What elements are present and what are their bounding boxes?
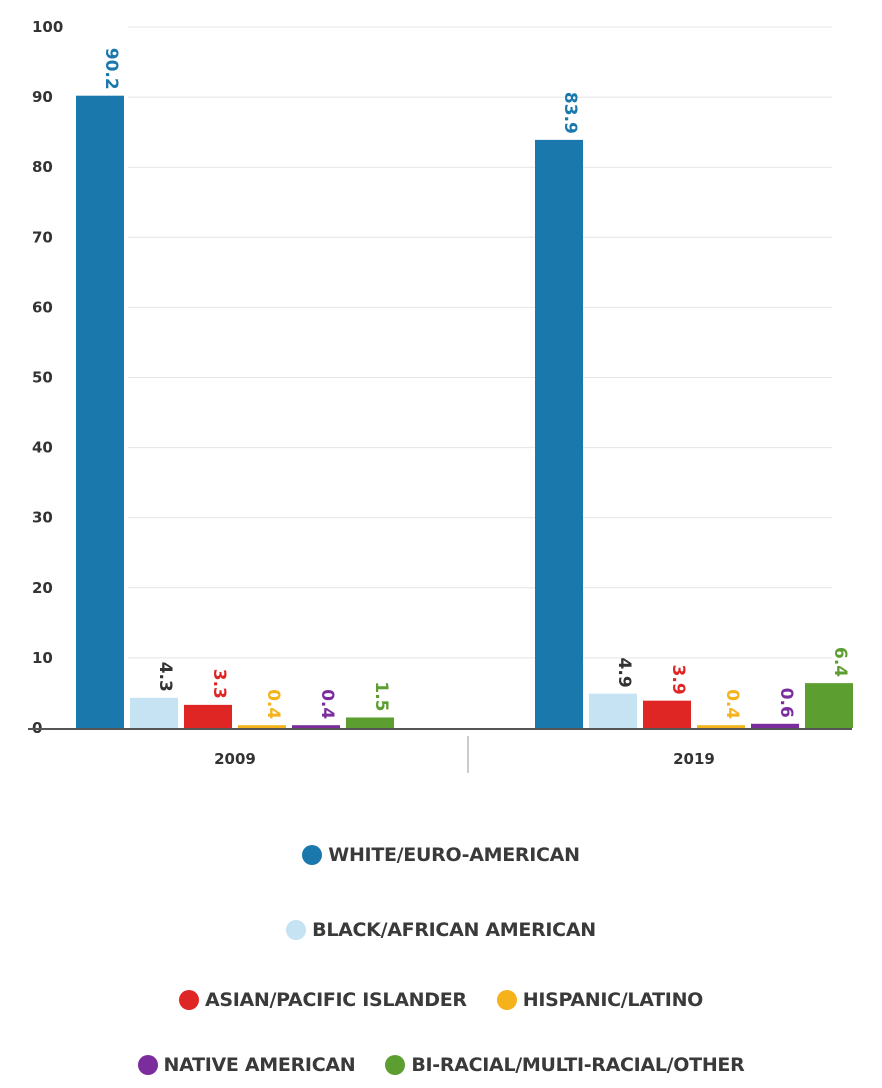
legend-row-4: NATIVE AMERICAN BI-RACIAL/MULTI-RACIAL/O… xyxy=(0,1054,882,1076)
bar-2009-2 xyxy=(130,697,178,728)
data-label-2019-3: 3.9 xyxy=(668,665,688,695)
y-tick-label-30: 30 xyxy=(32,509,53,527)
bar-2009-4 xyxy=(238,725,286,728)
data-label-2019-4: 0.4 xyxy=(722,689,742,719)
data-label-2009-2: 4.3 xyxy=(155,662,175,692)
legend-label-native: NATIVE AMERICAN xyxy=(163,1054,356,1076)
legend-item-hispanic: HISPANIC/LATINO xyxy=(496,989,704,1011)
data-label-2009-5: 0.4 xyxy=(317,689,337,719)
y-tick-label-40: 40 xyxy=(32,439,53,457)
y-tick-label-100: 100 xyxy=(32,18,63,36)
x-category-label-2009: 2009 xyxy=(214,750,256,768)
legend-item-multiracial: BI-RACIAL/MULTI-RACIAL/OTHER xyxy=(385,1054,745,1076)
legend-label-hispanic: HISPANIC/LATINO xyxy=(522,989,704,1011)
legend-swatch-hispanic xyxy=(496,990,517,1010)
legend-swatch-white xyxy=(302,845,323,865)
y-tick-label-10: 10 xyxy=(32,649,53,667)
chart-canvas: 010203040506070809010090.24.33.30.40.41.… xyxy=(28,18,853,773)
x-category-label-2019: 2019 xyxy=(673,750,715,768)
legend-swatch-black xyxy=(286,920,307,940)
y-tick-label-60: 60 xyxy=(32,298,53,316)
y-tick-label-50: 50 xyxy=(32,369,53,387)
bar-chart: 010203040506070809010090.24.33.30.40.41.… xyxy=(28,18,853,773)
bar-2019-4 xyxy=(697,725,745,728)
bar-2019-1 xyxy=(535,139,583,729)
bar-2009-5 xyxy=(292,725,340,728)
legend-item-asian: ASIAN/PACIFIC ISLANDER xyxy=(178,989,467,1011)
y-tick-label-80: 80 xyxy=(32,158,53,176)
legend-row-1: WHITE/EURO-AMERICAN xyxy=(0,844,882,866)
data-label-2009-4: 0.4 xyxy=(263,689,283,719)
y-tick-label-90: 90 xyxy=(32,88,53,106)
y-tick-label-20: 20 xyxy=(32,579,53,597)
legend-row-3: ASIAN/PACIFIC ISLANDER HISPANIC/LATINO xyxy=(0,989,882,1011)
data-label-2009-6: 1.5 xyxy=(371,681,391,711)
legend-swatch-native xyxy=(137,1055,158,1075)
data-label-2019-1: 83.9 xyxy=(560,92,580,134)
legend-swatch-asian xyxy=(178,990,199,1010)
legend-swatch-multiracial xyxy=(385,1055,406,1075)
bar-2019-6 xyxy=(805,683,853,728)
legend-label-black: BLACK/AFRICAN AMERICAN xyxy=(312,919,596,941)
data-label-2019-6: 6.4 xyxy=(830,647,850,677)
data-label-2019-2: 4.9 xyxy=(614,658,634,688)
legend-item-native: NATIVE AMERICAN xyxy=(137,1054,356,1076)
bar-2009-6 xyxy=(346,717,394,728)
data-label-2019-5: 0.6 xyxy=(776,688,796,718)
bar-2019-3 xyxy=(643,700,691,728)
y-tick-label-70: 70 xyxy=(32,228,53,246)
legend-row-2: BLACK/AFRICAN AMERICAN xyxy=(0,919,882,941)
legend-label-asian: ASIAN/PACIFIC ISLANDER xyxy=(204,989,467,1011)
bar-2009-3 xyxy=(184,704,232,728)
legend-label-multiracial: BI-RACIAL/MULTI-RACIAL/OTHER xyxy=(411,1054,745,1076)
data-label-2009-1: 90.2 xyxy=(101,48,121,90)
legend-label-white: WHITE/EURO-AMERICAN xyxy=(328,844,580,866)
bar-2009-1 xyxy=(76,95,124,728)
data-label-2009-3: 3.3 xyxy=(209,669,229,699)
legend-item-white: WHITE/EURO-AMERICAN xyxy=(302,844,580,866)
legend: WHITE/EURO-AMERICAN BLACK/AFRICAN AMERIC… xyxy=(0,830,882,1088)
bar-2019-5 xyxy=(751,723,799,728)
legend-item-black: BLACK/AFRICAN AMERICAN xyxy=(286,919,596,941)
bar-2019-2 xyxy=(589,693,637,728)
